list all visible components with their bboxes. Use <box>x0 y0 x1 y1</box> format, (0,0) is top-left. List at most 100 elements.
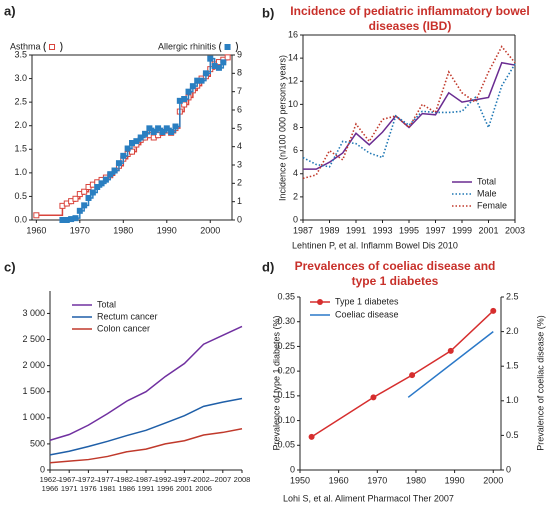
x-tick-label: 1993 <box>372 225 392 235</box>
chart-title: Prevalences of coeliac disease and type … <box>294 259 496 288</box>
series-line <box>311 310 494 438</box>
y2-tick-label: 7 <box>237 86 242 96</box>
marker <box>370 394 377 401</box>
marker <box>94 184 101 190</box>
y2-tick-label: 4 <box>237 141 242 151</box>
legend-label: Colon cancer <box>97 323 150 333</box>
y2-tick-label: 1.0 <box>506 395 519 405</box>
y-tick-label: 0.30 <box>277 316 295 326</box>
y-tick-label: 0.25 <box>277 341 295 351</box>
y-tick-label: 3 000 <box>22 308 45 318</box>
x-tick-label: 1980 <box>113 225 133 235</box>
y-tick-label: 1.0 <box>14 167 27 177</box>
marker <box>133 138 140 145</box>
marker <box>85 195 92 201</box>
legend-label: Total <box>97 299 116 309</box>
marker <box>181 96 188 102</box>
y-tick-label: 1 000 <box>22 412 45 422</box>
y-axis-label: Prevalence of type 1 diabetes (%) <box>271 315 281 450</box>
x-tick-label: 1982–1986 <box>116 475 138 493</box>
x-tick-label: 1991 <box>346 225 366 235</box>
y-tick-label: 0.20 <box>277 366 295 376</box>
y2-tick-label: 2.0 <box>506 326 519 336</box>
marker <box>81 202 88 209</box>
x-tick-label: 1990 <box>157 225 177 235</box>
marker <box>107 171 114 178</box>
panel-label: c) <box>4 259 16 274</box>
marker <box>111 167 118 174</box>
x-tick-label: 1987 <box>293 225 313 235</box>
x-tick-label: 2007 <box>214 475 232 484</box>
x-tick-label: 1950 <box>290 475 310 485</box>
y-tick-label: 0.15 <box>277 390 295 400</box>
marker <box>189 83 196 90</box>
y-tick-label: 0.5 <box>14 191 27 201</box>
x-tick-label: 2002–2006 <box>193 475 215 493</box>
legend-label: Coeliac disease <box>335 309 399 319</box>
panel-label: b) <box>262 5 274 20</box>
y2-tick-label: 0 <box>237 214 242 224</box>
y-tick-label: 0 <box>290 464 295 474</box>
marker <box>447 347 454 354</box>
y-tick-label: 0.0 <box>14 214 27 224</box>
y-tick-label: 0.10 <box>277 415 295 425</box>
legend-paren <box>235 41 239 53</box>
marker <box>308 433 315 440</box>
y2-tick-label: 5 <box>237 123 242 133</box>
marker <box>137 134 144 141</box>
source-note: Lohi S, et al. Aliment Pharmacol Ther 20… <box>283 493 454 503</box>
x-tick-label: 1972–1976 <box>77 475 99 493</box>
marker <box>33 212 40 219</box>
marker <box>98 180 105 187</box>
x-tick-label: 1960 <box>26 225 46 235</box>
legend-label: Male <box>477 188 497 198</box>
panel-label: d) <box>262 259 274 274</box>
x-tick-label: 1997–2001 <box>173 475 195 493</box>
marker <box>102 176 109 183</box>
panel-label: a) <box>4 3 16 18</box>
x-tick-label: 2003 <box>505 225 525 235</box>
series-line <box>407 331 494 398</box>
legend-paren <box>43 41 46 53</box>
y2-tick-label: 8 <box>237 68 242 78</box>
x-tick-label: 1990 <box>445 475 465 485</box>
legend-label: Allergic rhinitis <box>158 41 217 51</box>
y-tick-label: 2.5 <box>14 97 27 107</box>
y-tick-label: 0 <box>40 464 45 474</box>
marker <box>150 129 157 135</box>
legend-marker <box>49 44 56 50</box>
marker <box>115 160 122 167</box>
y-tick-label: 4 <box>293 168 298 178</box>
y-tick-label: 6 <box>293 145 298 155</box>
y-tick-label: 2 <box>293 191 298 201</box>
y-tick-label: 0.35 <box>277 291 295 301</box>
x-tick-label: 2000 <box>483 475 503 485</box>
x-tick-label: 1980 <box>406 475 426 485</box>
marker <box>172 123 179 130</box>
y2-tick-label: 3 <box>237 159 242 169</box>
y2-tick-label: 0.5 <box>506 430 519 440</box>
series-line <box>49 325 243 441</box>
marker <box>142 130 149 137</box>
series-line <box>302 63 516 168</box>
y-tick-label: 1.5 <box>14 144 27 154</box>
y2-tick-label: 6 <box>237 104 242 114</box>
x-tick-label: 2001 <box>478 225 498 235</box>
marker <box>168 129 175 135</box>
y2-tick-label: 1.5 <box>506 361 519 371</box>
marker <box>72 195 79 202</box>
x-tick-label: 1999 <box>452 225 472 235</box>
y-tick-label: 1 500 <box>22 386 45 396</box>
y2-tick-label: 1 <box>237 196 242 206</box>
chart-title: Incidence of pediatric inflammatory bowe… <box>290 4 530 33</box>
x-tick-label: 1989 <box>319 225 339 235</box>
marker <box>224 54 231 61</box>
y2-axis-label: Prevalence of coeliac disease (%) <box>535 315 545 451</box>
marker <box>220 59 227 66</box>
x-tick-label: 1970 <box>367 475 387 485</box>
series-line <box>62 57 225 221</box>
marker <box>215 64 222 71</box>
y-tick-label: 0 <box>293 214 298 224</box>
y-tick-label: 2.0 <box>14 120 27 130</box>
